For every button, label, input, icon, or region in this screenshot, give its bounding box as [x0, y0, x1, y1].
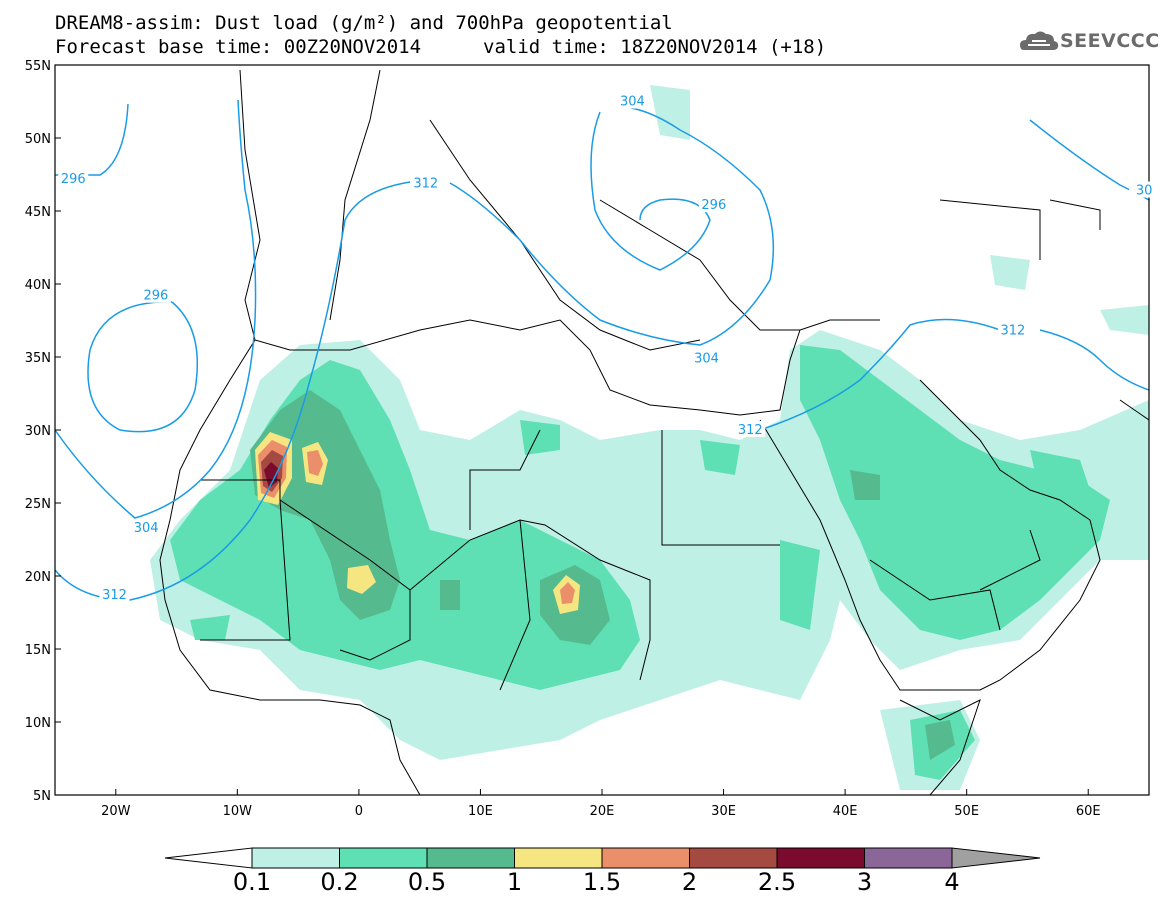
contour-label-bg	[997, 321, 1028, 338]
dust-field	[55, 69, 1149, 795]
lat-tick-label: 35N	[25, 351, 51, 366]
colorbar-segment	[339, 847, 428, 869]
colorbar	[164, 847, 1041, 869]
contour-label-bg	[58, 169, 89, 186]
colorbar-segment	[601, 847, 690, 869]
lon-tick-label: 20E	[590, 804, 615, 819]
contour-label: 304	[694, 351, 719, 366]
contour-label: 304	[134, 521, 159, 536]
lon-tick-label: 10E	[468, 804, 493, 819]
colorbar-tick-label: 1.5	[582, 868, 622, 896]
colorbar-high-arrow	[951, 847, 1041, 869]
contour-label: 296	[143, 289, 168, 304]
colorbar-segment	[689, 847, 778, 869]
colorbar-low-arrow	[164, 847, 253, 869]
colorbar-tick-label: 2.5	[757, 868, 797, 896]
contour-label: 312	[413, 176, 438, 191]
colorbar-segment	[514, 847, 603, 869]
lat-tick-label: 55N	[25, 59, 51, 74]
contour-label-bg	[1129, 181, 1160, 198]
colorbar-segment	[426, 847, 515, 869]
forecast-base-time: Forecast base time: 00Z20NOV2014	[55, 36, 422, 58]
colorbar-tick-label: 4	[944, 868, 960, 896]
lat-tick-label: 20N	[25, 570, 51, 585]
lat-tick-label: 25N	[25, 497, 51, 512]
contour-label-bg	[410, 174, 441, 191]
lon-tick-label: 40E	[833, 804, 858, 819]
lat-tick-label: 15N	[25, 643, 51, 658]
lat-tick-label: 50N	[25, 132, 51, 147]
contour-label: 312	[1000, 324, 1025, 339]
cloud-logo-icon	[1020, 31, 1059, 50]
contour-label: 296	[701, 198, 726, 213]
contour-label: 296	[61, 172, 86, 187]
colorbar-tick-label: 3	[856, 868, 873, 896]
lat-tick-label: 5N	[33, 789, 51, 804]
contour-label-bg	[99, 585, 130, 602]
contour-label-bg	[698, 196, 729, 213]
contour-label: 312	[738, 423, 763, 438]
lon-tick-label: 50E	[954, 804, 979, 819]
lon-tick-label: 20W	[101, 804, 131, 819]
contour-label-bg	[735, 421, 766, 437]
lon-tick-label: 10W	[223, 804, 253, 819]
latitude-axis: 55N 50N 45N 40N 35N 30N 25N 20N 15N 10N 5N	[25, 59, 61, 804]
lon-tick-label: 30E	[711, 804, 736, 819]
colorbar-tick-label: 0.2	[320, 868, 359, 896]
geopotential-contour-labels: 296 296 304 312 312 304 296 304 312 312 30	[58, 92, 1160, 603]
contour-label: 30	[1136, 184, 1153, 199]
colorbar-segment	[776, 847, 865, 869]
contour-label: 304	[620, 95, 645, 110]
lat-tick-label: 30N	[25, 424, 51, 439]
contour-label: 312	[102, 588, 127, 603]
longitude-axis: 20W 10W 0 10E 20E 30E 40E 50E 60E	[101, 789, 1101, 819]
contour-label-bg	[140, 286, 171, 303]
colorbar-segment	[864, 847, 953, 869]
contour-label-bg	[131, 518, 162, 535]
lat-tick-label: 10N	[25, 716, 51, 731]
colorbar-tick-label: 2	[681, 868, 698, 896]
lon-tick-label: 0	[355, 804, 363, 819]
lat-tick-label: 45N	[25, 205, 51, 220]
seevccc-logo-text: SEEVCCC	[1060, 30, 1160, 52]
contour-label-bg	[691, 349, 722, 366]
map-title: DREAM8-assim: Dust load (g/m²) and 700hP…	[55, 12, 673, 34]
lon-tick-label: 60E	[1076, 804, 1101, 819]
colorbar-segment	[251, 847, 340, 869]
colorbar-tick-label: 0.1	[232, 868, 272, 896]
contour-label-bg	[617, 92, 648, 109]
colorbar-tick-label: 1	[506, 868, 523, 896]
valid-time: valid time: 18Z20NOV2014 (+18)	[483, 36, 827, 58]
colorbar-tick-label: 0.5	[407, 868, 447, 896]
lat-tick-label: 40N	[25, 278, 51, 293]
